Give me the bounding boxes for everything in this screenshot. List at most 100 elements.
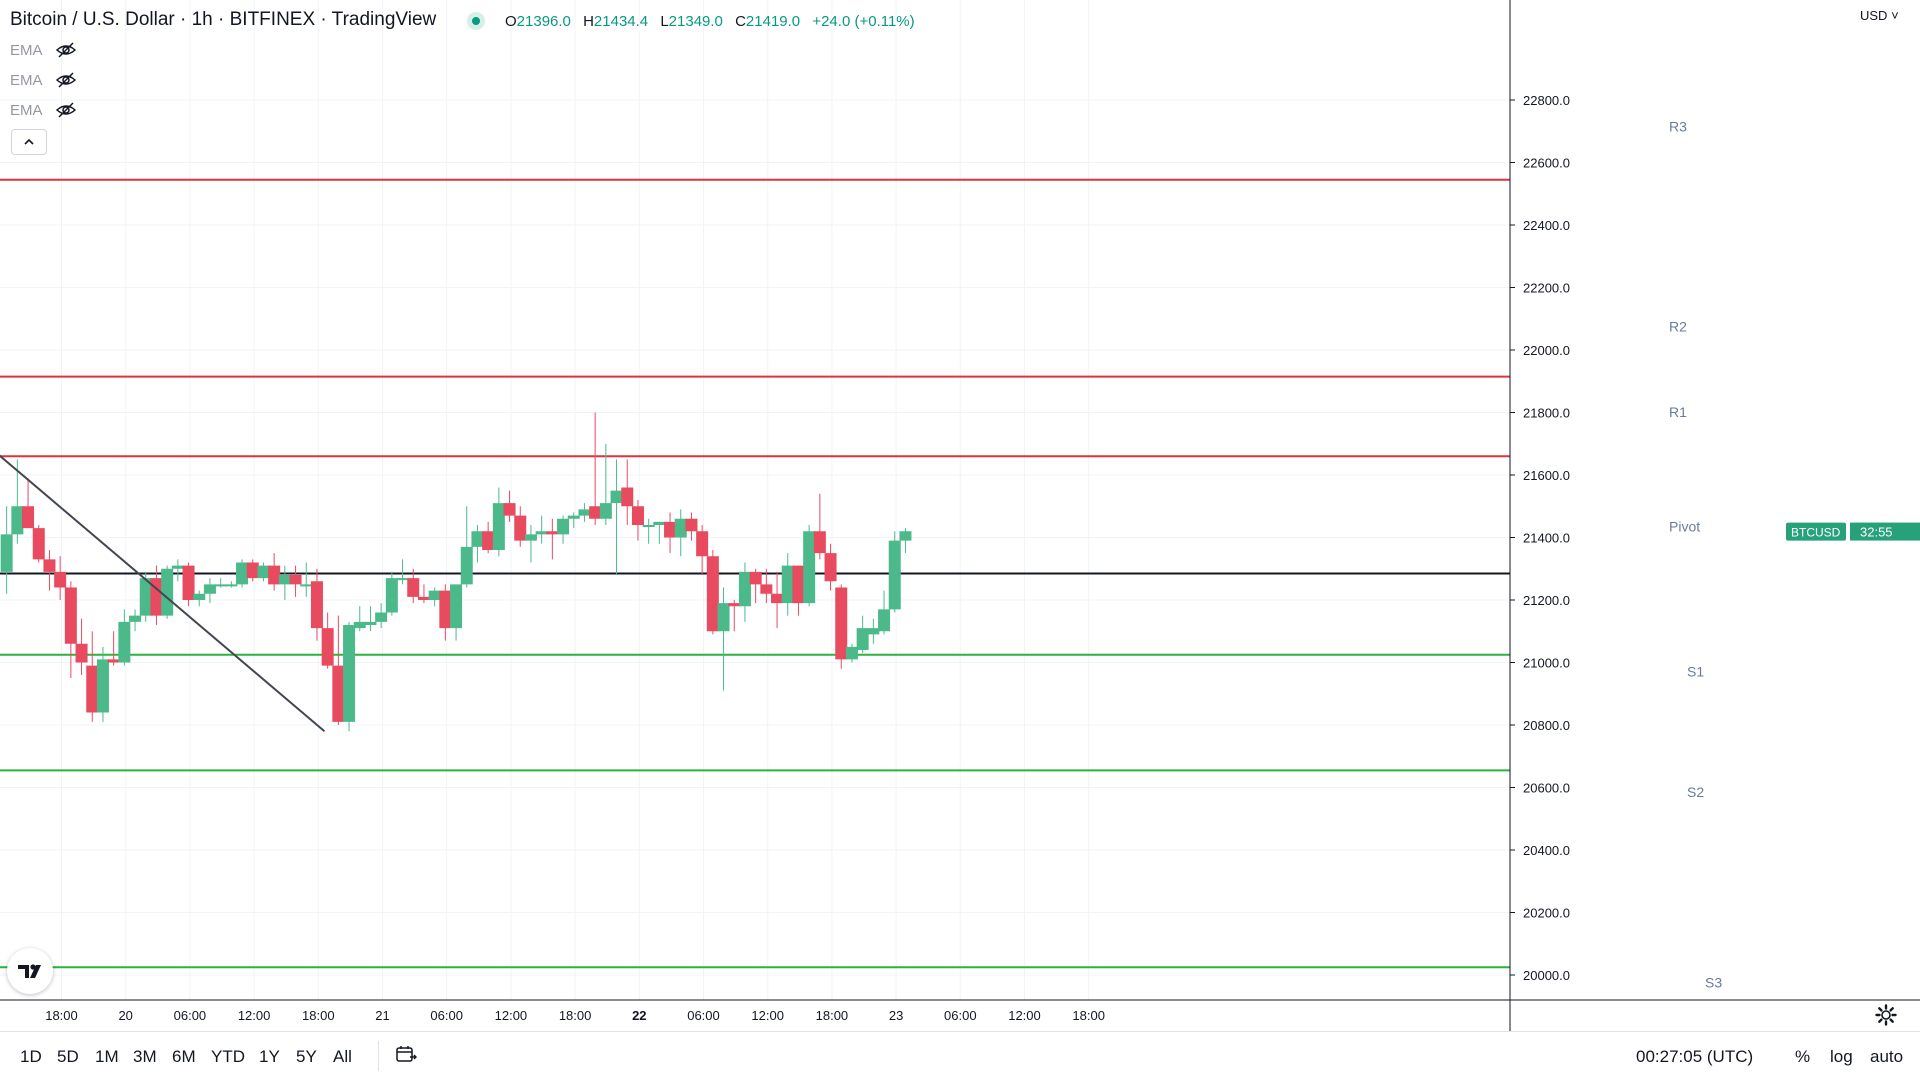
candle-body [203, 584, 216, 594]
candle-body [118, 621, 131, 663]
hidden-eye-icon[interactable] [55, 41, 77, 59]
candle [32, 525, 45, 563]
range-6m[interactable]: 6M [172, 1047, 196, 1066]
range-3m[interactable]: 3M [133, 1047, 157, 1066]
tradingview-logo-icon [18, 964, 41, 978]
candle [161, 565, 174, 619]
candle [728, 600, 741, 632]
percent-scale-toggle[interactable]: % [1795, 1047, 1811, 1066]
level-label-s3: S3 [1705, 975, 1722, 991]
time-tick-label: 12:00 [495, 1008, 528, 1023]
candle [599, 443, 612, 525]
price-tick-label: 20000.0 [1523, 968, 1570, 983]
hidden-eye-icon[interactable] [55, 101, 77, 119]
price-chart[interactable]: R3 R2 R1 Pivot S1 S2 S3 22800.0 22600.0 22400.0 22… [0, 0, 1920, 1032]
hidden-eye-icon[interactable] [55, 71, 77, 89]
candle-body [86, 665, 99, 713]
candle [631, 500, 644, 541]
candle [439, 584, 452, 641]
candle-body [899, 531, 912, 541]
range-1d[interactable]: 1D [20, 1047, 42, 1066]
change-value: +24.0 (+0.11%) [812, 13, 915, 30]
settings-gear-icon[interactable] [1874, 1003, 1898, 1027]
symbol-tag-label: BTCUSD [1791, 526, 1841, 540]
range-ytd[interactable]: YTD [211, 1047, 245, 1066]
candle-body [417, 596, 430, 600]
candle [300, 562, 313, 597]
time-tick-label: 12:00 [751, 1008, 784, 1023]
countdown-label: 32:55 [1860, 525, 1893, 540]
range-5y[interactable]: 5Y [296, 1047, 317, 1066]
candle-body [450, 584, 463, 629]
ema-indicator-1[interactable]: EMA [10, 41, 77, 59]
low-value: 21349.0 [668, 13, 723, 30]
bottom-toolbar: 1D 5D 1M 3M 6M YTD 1Y 5Y All 00:27:05 (U… [0, 1031, 1920, 1081]
candle-body [193, 593, 206, 600]
candle [54, 556, 67, 600]
candle-body [171, 565, 184, 569]
candle [792, 565, 805, 616]
candle [450, 584, 463, 641]
auto-scale-toggle[interactable]: auto [1870, 1047, 1904, 1066]
time-tick-label: 12:00 [1008, 1008, 1041, 1023]
candle [610, 459, 623, 575]
collapse-legend-button[interactable] [11, 129, 47, 155]
candle-body [214, 584, 227, 587]
date-range-calendar-icon[interactable] [395, 1044, 417, 1064]
range-1m[interactable]: 1M [95, 1047, 119, 1066]
candle-body [0, 534, 13, 572]
candle-body [32, 528, 45, 560]
range-1y[interactable]: 1Y [259, 1047, 280, 1066]
ema-indicator-2[interactable]: EMA [10, 71, 77, 89]
level-label-r1: R1 [1669, 404, 1687, 420]
candle [835, 584, 848, 669]
currency-label: USD [1860, 8, 1888, 23]
candle-body [225, 584, 238, 587]
candle [64, 581, 77, 679]
candle-body [696, 531, 709, 557]
level-label-r3: R3 [1669, 118, 1687, 134]
candle [867, 618, 880, 644]
ema-label: EMA [10, 41, 43, 59]
candle-body [803, 531, 816, 604]
candle [717, 587, 730, 691]
candle-body [610, 490, 623, 504]
candle [343, 621, 356, 732]
time-tick-label: 12:00 [238, 1008, 271, 1023]
candle [524, 525, 537, 563]
time-tick-label: 06:00 [174, 1008, 207, 1023]
log-scale-toggle[interactable]: log [1830, 1047, 1853, 1066]
candle [557, 515, 570, 544]
range-all[interactable]: All [333, 1047, 352, 1066]
candle [589, 412, 602, 525]
candle-body [514, 515, 527, 541]
time-tick-label: 06:00 [687, 1008, 720, 1023]
candle [546, 518, 559, 560]
price-tick-label: 22800.0 [1523, 93, 1570, 108]
candle-body [43, 559, 56, 572]
ema-indicator-3[interactable]: EMA [10, 101, 77, 119]
candle [771, 571, 784, 629]
candle [171, 559, 184, 582]
candle-body [246, 562, 259, 579]
range-5d[interactable]: 5D [57, 1047, 79, 1066]
symbol-title[interactable]: Bitcoin / U.S. Dollar · 1h · BITFINEX · … [10, 9, 437, 30]
candle [781, 553, 794, 616]
utc-clock[interactable]: 00:27:05 (UTC) [1636, 1047, 1754, 1066]
candle [364, 606, 377, 632]
time-tick-label: 18:00 [45, 1008, 78, 1023]
candle [813, 493, 826, 560]
candle-body [813, 531, 826, 554]
candle [268, 553, 281, 591]
candle-body [129, 615, 142, 622]
candle-body [321, 628, 334, 666]
candle-body [278, 575, 291, 585]
currency-selector[interactable]: USD ˅ [1860, 8, 1899, 23]
candle [246, 559, 259, 582]
candle-body [182, 565, 195, 600]
candle [193, 590, 206, 607]
candle [407, 568, 420, 604]
candle [375, 603, 388, 629]
price-tick-label: 22600.0 [1523, 156, 1570, 171]
tradingview-logo[interactable] [7, 948, 53, 994]
